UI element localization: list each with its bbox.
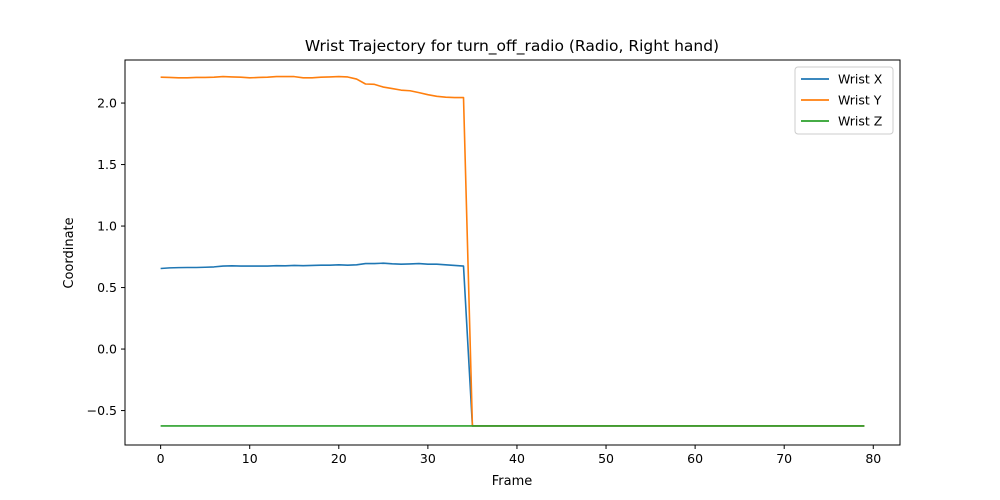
y-axis-ticks: −0.5 0.0 0.5 1.0 1.5 2.0 [87,96,125,418]
x-tick-label: 80 [865,451,881,466]
legend-box [794,66,894,135]
x-tick-label: 60 [687,451,703,466]
x-tick-label: 0 [157,451,165,466]
y-tick-label: 0.5 [97,280,117,295]
x-tick-label: 70 [776,451,792,466]
y-tick-label: 1.0 [97,219,117,234]
y-tick-label: 1.5 [97,157,117,172]
x-tick-label: 20 [331,451,347,466]
y-axis-label: Coordinate [62,217,77,288]
x-tick-label: 30 [420,451,436,466]
chart-title: Wrist Trajectory for turn_off_radio (Rad… [305,37,719,56]
x-axis-ticks: 0 10 20 30 40 50 60 70 80 [157,445,881,466]
y-tick-label: 2.0 [97,96,117,111]
plot-frame [124,59,901,446]
y-tick-label: −0.5 [87,403,117,418]
legend-label-wrist-x: Wrist X [838,72,883,87]
y-tick-label: 0.0 [97,342,117,357]
legend: Wrist X Wrist Y Wrist Z [794,66,894,135]
x-tick-label: 10 [242,451,258,466]
legend-label-wrist-z: Wrist Z [838,114,882,129]
legend-label-wrist-y: Wrist Y [838,93,882,108]
x-tick-label: 50 [598,451,614,466]
plot-lines [160,75,865,427]
x-axis-label: Frame [492,474,533,489]
x-tick-label: 40 [509,451,525,466]
